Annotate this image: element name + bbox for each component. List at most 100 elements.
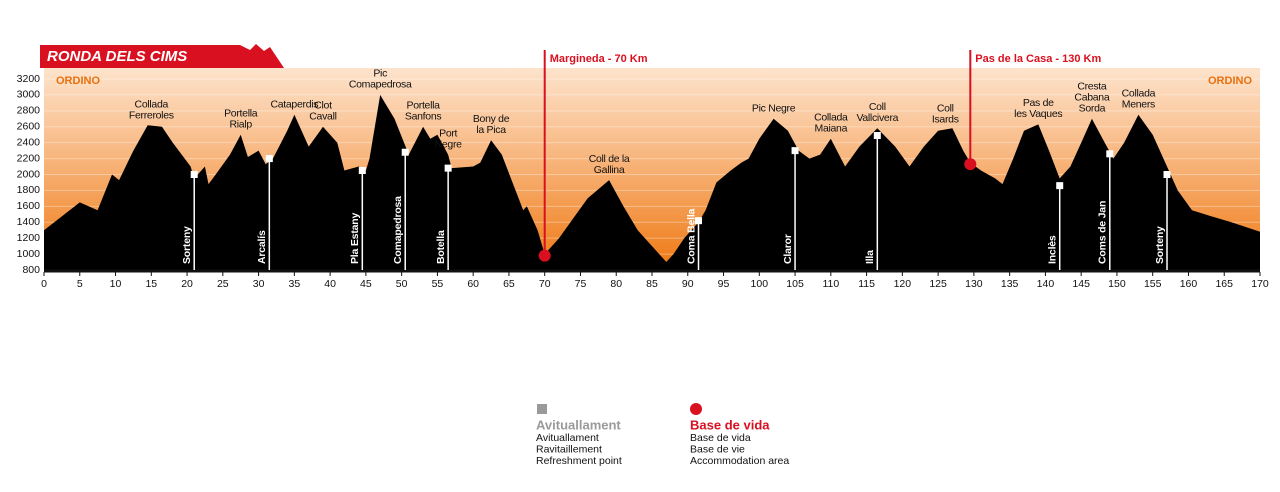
x-tick-label: 50	[396, 278, 408, 290]
x-tick-label: 125	[929, 278, 947, 290]
aid-station-marker	[444, 164, 452, 172]
legend-line: Base de vie	[690, 443, 745, 455]
summit-label: Cavall	[309, 111, 336, 123]
x-tick-label: 90	[682, 278, 694, 290]
aid-station-label: Claror	[782, 234, 794, 264]
x-tick-label: 140	[1037, 278, 1055, 290]
summit-label: Coll	[869, 101, 886, 113]
x-tick-label: 15	[145, 278, 157, 290]
x-tick-label: 170	[1251, 278, 1269, 290]
summit-label: Vallcivera	[856, 112, 898, 124]
summit-label: Bony de	[473, 113, 510, 125]
summit-label: les Vaques	[1014, 108, 1062, 120]
y-tick-label: 1000	[17, 248, 41, 260]
y-tick-label: 3000	[17, 89, 41, 101]
summit-label: Clot	[314, 100, 332, 112]
x-tick-label: 65	[503, 278, 515, 290]
aid-station-marker	[1106, 150, 1114, 158]
chart-title: RONDA DELS CIMS	[47, 48, 187, 65]
summit-label: Cresta	[1077, 81, 1107, 93]
summit-label: Cataperdis	[270, 99, 318, 111]
y-tick-label: 3200	[17, 73, 41, 85]
title-banner	[40, 44, 284, 68]
summit-label: la Pica	[476, 124, 506, 136]
annotation-layer: 8001000120014001600180020002200240026002…	[17, 50, 1269, 467]
x-tick-label: 120	[894, 278, 912, 290]
aid-station-label: Sorteny	[1154, 226, 1166, 264]
x-tick-label: 135	[1001, 278, 1019, 290]
aid-station-marker	[1163, 171, 1171, 178]
life-base-marker	[964, 158, 977, 171]
x-tick-label: 5	[77, 278, 83, 290]
aid-station-label: Sorteny	[181, 226, 193, 264]
life-base-label: Pas de la Casa - 130 Km	[975, 53, 1101, 65]
summit-label: Portella	[224, 107, 258, 119]
summit-label: Pic Negre	[752, 103, 796, 115]
y-tick-label: 1400	[17, 216, 41, 228]
x-tick-label: 160	[1180, 278, 1198, 290]
legend-line: Avituallament	[536, 432, 599, 444]
legend-line: Ravitaillement	[536, 443, 602, 455]
summit-label: Gallina	[594, 164, 625, 176]
x-tick-label: 0	[41, 278, 47, 290]
aid-station-marker	[873, 132, 881, 140]
x-tick-label: 35	[289, 278, 301, 290]
summit-label: Collada	[814, 111, 848, 123]
y-tick-label: 1800	[17, 184, 41, 196]
summit-label: Pic	[373, 68, 387, 80]
y-tick-label: 1600	[17, 200, 41, 212]
summit-label: Cabana	[1074, 92, 1109, 104]
x-tick-label: 165	[1215, 278, 1233, 290]
x-tick-label: 20	[181, 278, 193, 290]
x-tick-label: 10	[110, 278, 122, 290]
summit-label: Sanfons	[405, 111, 441, 123]
life-base-marker	[538, 249, 551, 262]
x-tick-label: 40	[324, 278, 336, 290]
life-base-label: Margineda - 70 Km	[550, 53, 648, 65]
aid-station-label: Arcalís	[256, 230, 268, 264]
aid-station-label: Coma Bella	[685, 208, 697, 264]
end-label: ORDINO	[1208, 75, 1252, 87]
x-tick-label: 105	[786, 278, 804, 290]
x-tick-label: 100	[751, 278, 769, 290]
aid-station-marker	[401, 148, 409, 156]
summit-label: Isards	[932, 113, 959, 125]
summit-label: Meners	[1122, 99, 1155, 111]
x-tick-label: 60	[467, 278, 479, 290]
legend-line: Refreshment point	[536, 455, 622, 467]
legend-swatch	[537, 404, 547, 414]
aid-station-label: Pla Estany	[349, 213, 361, 264]
x-tick-label: 155	[1144, 278, 1162, 290]
legend-swatch	[690, 403, 702, 415]
summit-label: Comapedrosa	[349, 79, 412, 91]
aid-station-marker	[1056, 182, 1064, 190]
x-tick-label: 150	[1108, 278, 1126, 290]
legend-line: Accommodation area	[690, 455, 789, 467]
summit-label: Maiana	[815, 122, 848, 134]
elevation-profile	[44, 94, 1260, 271]
summit-label: Portella	[407, 100, 441, 112]
summit-label: Rialp	[229, 118, 252, 130]
x-tick-label: 85	[646, 278, 658, 290]
x-tick-label: 80	[610, 278, 622, 290]
y-tick-label: 2000	[17, 168, 41, 180]
y-tick-label: 800	[22, 264, 40, 276]
x-tick-label: 145	[1072, 278, 1090, 290]
summit-label: Port	[439, 127, 457, 139]
x-tick-label: 75	[575, 278, 587, 290]
summit-label: Negre	[435, 138, 463, 150]
summit-label: Collada	[1122, 88, 1156, 100]
summit-label: Ferreroles	[129, 109, 174, 121]
x-tick-label: 130	[965, 278, 983, 290]
x-tick-label: 110	[822, 278, 839, 290]
legend-title: Avituallament	[536, 417, 621, 432]
summit-label: Pas de	[1023, 97, 1054, 109]
profile-layer	[44, 94, 1260, 271]
aid-station-marker	[190, 171, 198, 178]
aid-station-label: Comapedrosa	[392, 196, 404, 264]
y-tick-label: 2600	[17, 121, 41, 133]
legend-line: Base de vida	[690, 432, 751, 444]
start-label: ORDINO	[56, 75, 100, 87]
